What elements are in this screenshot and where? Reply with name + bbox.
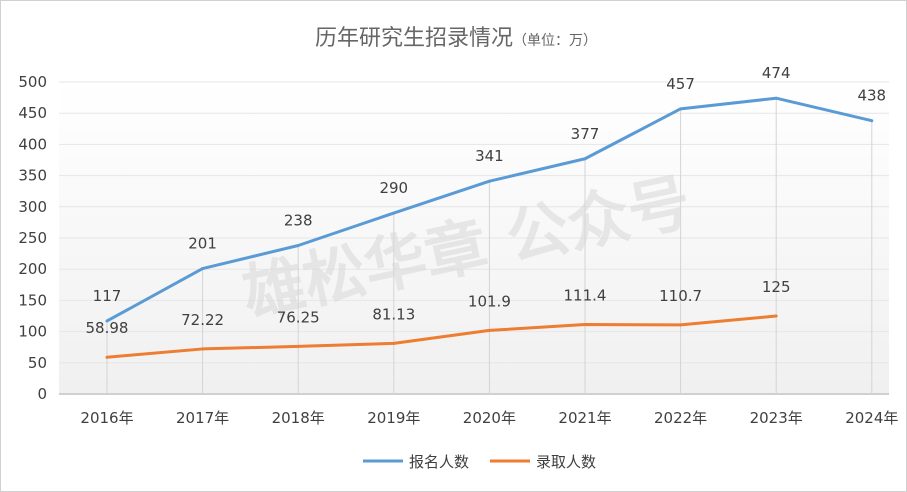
- y-tick-label: 500: [18, 73, 47, 91]
- y-tick-label: 0: [37, 385, 47, 403]
- data-point: [201, 267, 205, 271]
- y-tick-label: 350: [18, 167, 47, 185]
- data-label: 101.9: [468, 292, 511, 310]
- data-point: [392, 211, 396, 215]
- x-tick-label: 2018年: [272, 409, 325, 427]
- data-label: 201: [188, 235, 217, 253]
- data-point: [105, 355, 109, 359]
- data-label: 438: [857, 87, 886, 105]
- data-label: 341: [475, 147, 504, 165]
- y-tick-label: 450: [18, 104, 47, 122]
- x-tick-label: 2020年: [463, 409, 516, 427]
- subtitle-text: （单位：万）: [513, 33, 597, 49]
- x-tick-label: 2019年: [367, 409, 420, 427]
- data-point: [774, 96, 778, 100]
- data-label: 457: [666, 75, 695, 93]
- data-point: [105, 319, 109, 323]
- x-tick-label: 2021年: [558, 409, 611, 427]
- legend-label: 报名人数: [409, 453, 469, 471]
- data-point: [774, 314, 778, 318]
- data-label: 474: [762, 64, 791, 82]
- data-label: 58.98: [86, 319, 129, 337]
- y-tick-label: 50: [28, 354, 47, 372]
- x-tick-label: 2016年: [80, 409, 133, 427]
- data-label: 111.4: [564, 286, 607, 304]
- y-tick-label: 150: [18, 291, 47, 309]
- data-point: [583, 157, 587, 161]
- x-tick-label: 2017年: [176, 409, 229, 427]
- data-point: [487, 179, 491, 183]
- data-point: [583, 322, 587, 326]
- x-tick-label: 2022年: [654, 409, 707, 427]
- y-tick-label: 250: [18, 229, 47, 247]
- data-label: 110.7: [659, 287, 702, 305]
- y-tick-label: 300: [18, 198, 47, 216]
- data-label: 81.13: [372, 305, 415, 323]
- x-tick-label: 2024年: [845, 409, 898, 427]
- data-point: [201, 347, 205, 351]
- title-text: 历年研究生招录情况: [315, 26, 513, 51]
- data-label: 125: [762, 278, 791, 296]
- data-label: 238: [284, 211, 313, 229]
- data-point: [487, 328, 491, 332]
- y-tick-label: 200: [18, 260, 47, 278]
- data-point: [296, 243, 300, 247]
- data-point: [679, 107, 683, 111]
- y-tick-label: 400: [18, 135, 47, 153]
- data-point: [296, 344, 300, 348]
- series-line-2: [106, 314, 777, 359]
- data-point: [679, 323, 683, 327]
- legend-label: 录取人数: [536, 453, 596, 471]
- data-label: 290: [379, 179, 408, 197]
- chart-title: 历年研究生招录情况（单位：万）: [315, 26, 597, 51]
- x-tick-label: 2023年: [750, 409, 803, 427]
- data-label: 76.25: [277, 308, 320, 326]
- data-label: 377: [571, 125, 600, 143]
- data-label: 117: [93, 287, 122, 305]
- data-label: 72.22: [181, 311, 224, 329]
- y-tick-label: 100: [18, 323, 47, 341]
- data-point: [870, 119, 874, 123]
- data-point: [392, 341, 396, 345]
